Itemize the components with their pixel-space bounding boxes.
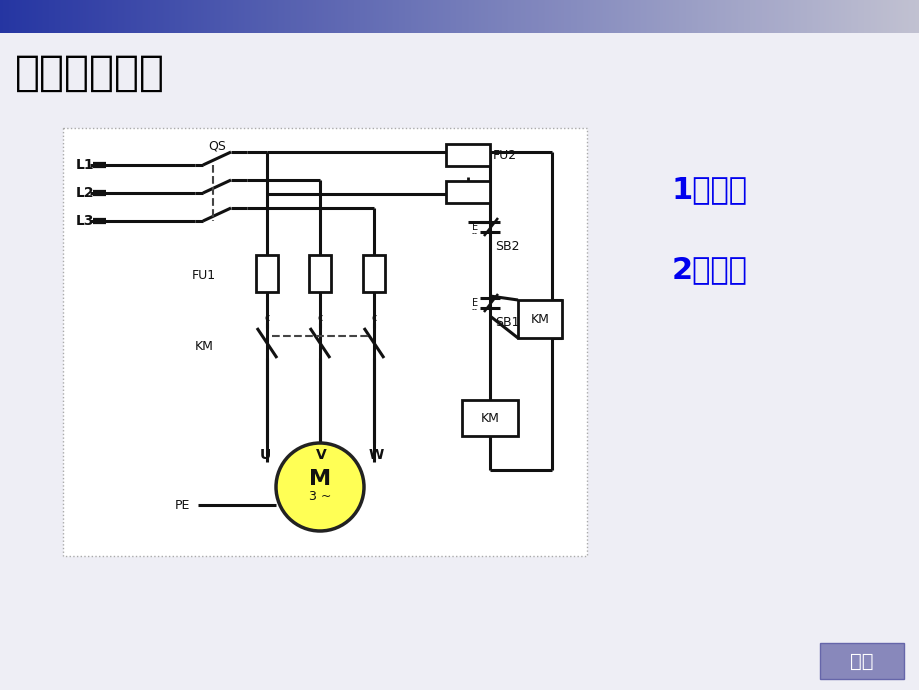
Text: QS: QS [208,139,226,152]
Text: --: -- [471,306,478,315]
Text: KM: KM [480,411,499,424]
Text: FU2: FU2 [493,148,516,161]
Text: U: U [259,448,270,462]
Bar [309,255,331,292]
Bar [363,255,384,292]
Bar [255,255,278,292]
Text: E: E [471,298,478,308]
Text: --: -- [471,230,478,239]
Text: 3 ~: 3 ~ [309,489,331,502]
Text: FU1: FU1 [192,268,216,282]
Text: PE: PE [175,498,190,511]
Text: E: E [471,222,478,232]
Text: 1、启动: 1、启动 [671,175,747,204]
Text: L1: L1 [76,158,95,172]
Text: KM: KM [530,313,549,326]
Text: 二、工作原理: 二、工作原理 [15,52,165,94]
Bar [62,128,586,556]
Text: KM: KM [195,339,213,353]
Text: M: M [309,469,331,489]
Text: L2: L2 [76,186,95,200]
Bar [517,300,562,338]
Text: SB2: SB2 [494,239,519,253]
Bar [461,400,517,436]
Text: L3: L3 [76,214,95,228]
Text: 启动: 启动 [849,651,873,671]
Text: c: c [371,313,376,323]
Text: c: c [317,313,323,323]
Text: 2、停止: 2、停止 [671,255,747,284]
Circle shape [276,443,364,531]
Bar [446,181,490,203]
Bar [446,144,490,166]
Text: SB1: SB1 [494,315,519,328]
Text: V: V [315,448,326,462]
Text: c: c [264,313,269,323]
Bar [819,643,903,679]
Text: W: W [368,448,383,462]
